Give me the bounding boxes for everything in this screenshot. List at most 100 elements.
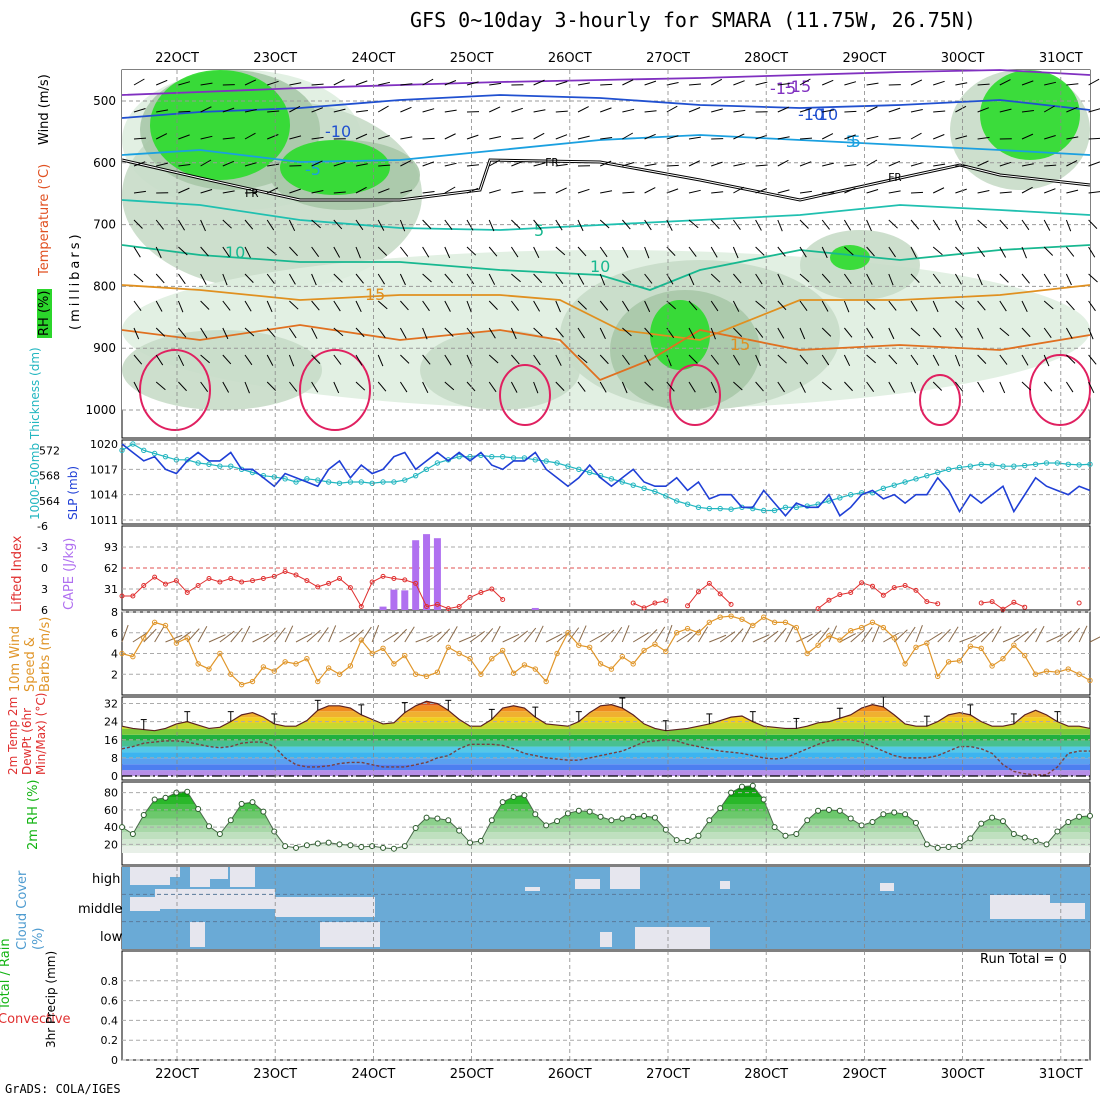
li-point	[424, 604, 430, 609]
li-point	[859, 580, 865, 586]
wind-barb	[733, 273, 742, 284]
wind-barb	[577, 82, 590, 86]
wind10-point	[728, 613, 734, 619]
wind-barb	[866, 82, 879, 86]
wind-barb	[333, 108, 346, 113]
wind-barb	[355, 300, 362, 313]
cloud-patch	[130, 867, 170, 885]
temp-band	[122, 711, 1090, 718]
wind-tick-label: 8	[111, 606, 118, 619]
wind-barb	[1088, 219, 1098, 229]
wind10-barb	[1024, 628, 1037, 643]
wind10-point	[945, 659, 952, 665]
li-point	[173, 578, 179, 584]
wind10-point	[1011, 642, 1017, 648]
rh-point	[934, 844, 941, 851]
wind-barb	[355, 327, 365, 338]
rh-point	[586, 808, 593, 815]
wind10-point	[119, 650, 125, 657]
wind-barb	[1065, 381, 1074, 393]
wind-barb	[178, 110, 191, 113]
wind-barb	[666, 354, 672, 367]
wind10-point	[869, 619, 876, 626]
wind10-point	[336, 671, 343, 677]
wind-barb	[666, 188, 679, 194]
wind-barb	[955, 381, 964, 392]
wind-barb	[910, 327, 921, 337]
temp-contour-label: -5	[845, 132, 861, 151]
wind-barb	[200, 246, 209, 257]
panel-frame	[121, 950, 1091, 1061]
rh-blob	[280, 140, 390, 195]
wind-barb	[1088, 381, 1095, 394]
wind-barb	[999, 354, 1008, 365]
wind-barb	[932, 354, 940, 366]
wind-barb	[733, 80, 745, 86]
thickness-point	[935, 469, 941, 476]
cloud-patch	[320, 922, 380, 947]
date-tick-top: 23OCT	[253, 51, 297, 66]
wind-barb	[533, 273, 543, 284]
wind-barb	[621, 246, 629, 258]
wind-barb	[555, 110, 568, 113]
wind10-barb	[317, 627, 329, 643]
wind10-barb	[513, 630, 529, 643]
wind-barb	[533, 246, 540, 259]
li-point	[902, 583, 908, 588]
wind-barb	[133, 327, 140, 340]
wind-barb	[133, 78, 145, 86]
wind-barb	[844, 81, 857, 86]
wind-barb	[178, 134, 190, 140]
wind-barb	[821, 300, 829, 312]
wind-barb	[577, 246, 587, 257]
wind-barb	[866, 327, 874, 339]
li-point	[369, 579, 375, 585]
wind-barb	[311, 300, 320, 311]
wind-barb	[866, 159, 878, 167]
thickness-point	[902, 479, 908, 485]
wind10-barb	[567, 627, 580, 643]
wind10-point	[162, 622, 169, 629]
wind-barb	[466, 327, 475, 338]
wind-barb	[644, 354, 651, 366]
li-point	[489, 586, 495, 592]
wind-barb	[755, 219, 762, 231]
thickness-point	[380, 479, 386, 485]
wind-barb	[843, 219, 852, 231]
temp-band	[122, 723, 1090, 729]
wind-barb	[400, 354, 410, 364]
wind10-barb	[339, 632, 356, 643]
thickness-point	[554, 460, 560, 466]
li-point	[337, 576, 343, 581]
wind10-point	[369, 650, 375, 657]
rh-point	[575, 807, 582, 814]
wind-barb	[1021, 246, 1027, 259]
temp-tick-label: 16	[104, 734, 118, 747]
wind10-barb	[360, 626, 372, 643]
thickness-point	[967, 463, 974, 469]
cape-bar	[531, 607, 539, 610]
wind10-barb	[534, 625, 544, 643]
wind-barb	[355, 246, 361, 259]
wind10-barb	[785, 625, 795, 643]
wind10-point	[652, 641, 658, 647]
wind-barb	[1044, 135, 1056, 140]
wind10-point	[967, 643, 974, 649]
rh-point	[216, 831, 223, 838]
wind-barb	[844, 246, 854, 256]
wind-barb	[888, 219, 898, 229]
thickness-point	[695, 504, 702, 511]
wind-barb	[422, 219, 432, 229]
thickness-point	[1043, 460, 1050, 466]
wind-tick-label: 6	[111, 627, 118, 640]
wind-barb	[155, 246, 162, 259]
wind10-barb	[208, 634, 226, 643]
wind-barb	[200, 106, 212, 113]
wind-barb	[1066, 83, 1079, 86]
wind-barb	[977, 107, 989, 113]
wind10-point	[282, 659, 288, 665]
li-point	[260, 576, 266, 581]
wind-barb	[311, 273, 317, 286]
thickness-tick-label: 572	[39, 444, 60, 457]
wind-barb	[133, 300, 142, 312]
